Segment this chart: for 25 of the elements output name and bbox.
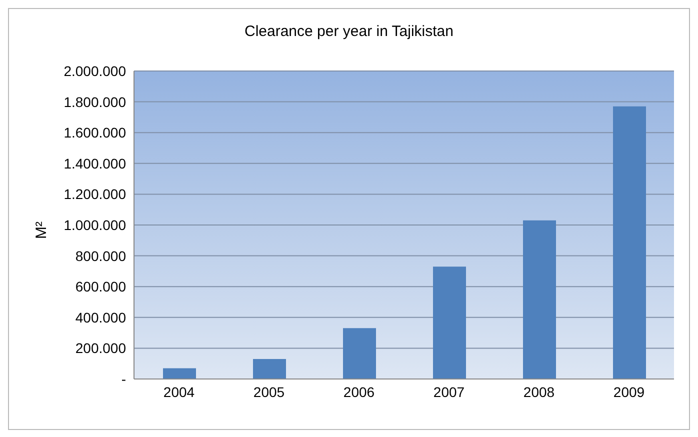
y-axis-title: M² — [33, 222, 50, 239]
y-tick-label: 2.000.000 — [64, 62, 126, 79]
bar — [613, 106, 646, 379]
bar — [343, 328, 376, 379]
y-tick-label: 1.600.000 — [64, 124, 126, 141]
bar — [433, 266, 466, 379]
x-tick-label: 2005 — [253, 384, 285, 400]
y-tick-label: 1.400.000 — [64, 155, 126, 172]
bar — [163, 368, 196, 379]
y-tick-label: 1.000.000 — [64, 216, 126, 233]
y-tick-label: 600.000 — [75, 278, 126, 295]
x-tick-label: 2006 — [343, 384, 375, 400]
y-tick-label: 1.800.000 — [64, 94, 126, 110]
bar — [253, 358, 286, 379]
y-tick-label: 400.000 — [75, 309, 126, 326]
y-tick-label: 200.000 — [75, 340, 126, 356]
y-tick-label: 1.200.000 — [64, 186, 126, 202]
x-tick-label: 2004 — [163, 384, 195, 400]
y-tick-label: - — [121, 370, 126, 387]
x-tick-label: 2007 — [433, 384, 465, 400]
chart-title: Clearance per year in Tajikistan — [244, 23, 454, 40]
x-tick-label: 2009 — [613, 384, 645, 400]
bar — [523, 220, 556, 379]
y-tick-label: 800.000 — [75, 248, 126, 264]
x-tick-label: 2008 — [523, 384, 555, 400]
